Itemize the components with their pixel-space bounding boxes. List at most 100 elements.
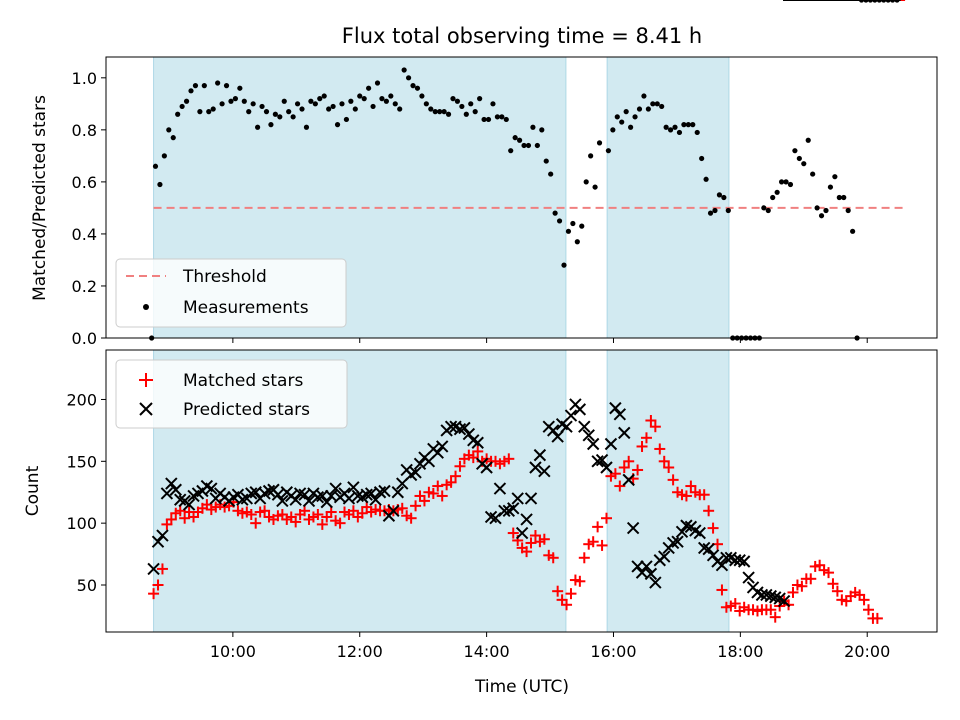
- predicted-stars-point: [613, 408, 627, 421]
- measurement-point: [494, 114, 500, 120]
- measurement-point: [392, 101, 398, 107]
- matched-stars-point: [552, 585, 564, 597]
- predicted-stars-point: [529, 461, 542, 474]
- measurement-point: [428, 106, 434, 112]
- predicted-stars-point: [316, 489, 329, 503]
- legend-threshold-label: Threshold: [182, 267, 267, 287]
- measurement-point: [290, 114, 296, 120]
- measurement-point: [845, 207, 851, 214]
- predicted-stars-point: [706, 549, 720, 562]
- measurement-point: [663, 124, 669, 130]
- measurement-point: [410, 83, 416, 89]
- measurement-point: [321, 93, 327, 99]
- measurement-point: [357, 93, 363, 99]
- count-panel-frame: [105, 349, 938, 633]
- matched-stars-point: [179, 512, 191, 524]
- y-tick-label: 50: [77, 576, 97, 595]
- predicted-stars-point: [409, 466, 422, 479]
- matched-stars-point: [614, 480, 626, 492]
- matched-stars-point: [623, 455, 635, 467]
- predicted-stars-point: [586, 437, 600, 451]
- matched-stars-point: [858, 594, 870, 606]
- measurement-point: [454, 98, 461, 104]
- predicted-stars-point: [649, 576, 662, 589]
- predicted-stars-point: [236, 493, 249, 506]
- measurement-point: [623, 109, 629, 115]
- measurement-point: [192, 83, 199, 89]
- matched-stars-point: [347, 505, 359, 517]
- predicted-stars-point: [378, 484, 391, 498]
- chart-title: Flux total observing time = 8.41 h: [342, 24, 702, 48]
- matched-stars-point: [831, 585, 843, 597]
- matched-stars-point: [680, 490, 692, 502]
- predicted-stars-point: [480, 461, 493, 474]
- measurement-point: [801, 161, 807, 167]
- predicted-stars-point: [147, 562, 160, 576]
- measurement-point: [330, 103, 336, 110]
- measurement-point: [459, 103, 465, 110]
- measurement-point: [659, 103, 665, 110]
- matched-stars-point: [716, 584, 728, 596]
- predicted-stars-point: [609, 401, 622, 415]
- measurement-point: [308, 98, 314, 104]
- measurement-point: [228, 98, 234, 104]
- matched-stars-point: [312, 509, 324, 520]
- measurement-point: [259, 103, 265, 110]
- matched-stars-point: [334, 517, 346, 529]
- predicted-stars-point: [582, 429, 595, 442]
- predicted-stars-point: [680, 519, 693, 532]
- measurement-point: [850, 228, 856, 234]
- matched-stars-point: [862, 604, 874, 616]
- measurement-point: [565, 228, 572, 234]
- measurement-point: [521, 142, 527, 149]
- measurement-point: [654, 101, 660, 107]
- measurement-point: [596, 140, 603, 146]
- matched-stars-point: [290, 516, 302, 528]
- measurement-point: [352, 106, 358, 112]
- predicted-stars-point: [693, 526, 706, 540]
- measurement-point: [441, 109, 447, 115]
- measurement-point: [183, 98, 190, 104]
- measurement-point: [339, 101, 345, 107]
- measurement-point: [281, 98, 287, 104]
- measurement-point: [246, 109, 252, 115]
- measurement-point: [468, 101, 474, 107]
- predicted-stars-point: [671, 535, 684, 548]
- measurement-point: [641, 93, 647, 99]
- measurement-point: [681, 122, 687, 128]
- predicted-stars-point: [453, 422, 467, 436]
- measurement-point: [712, 207, 718, 214]
- predicted-stars-point: [302, 494, 316, 508]
- matched-stars-point: [596, 539, 608, 551]
- measurement-point: [588, 153, 594, 159]
- matched-stars-point: [503, 453, 515, 465]
- measurement-point: [485, 116, 492, 123]
- measurement-point: [401, 67, 407, 73]
- measurement-point: [605, 148, 612, 154]
- predicted-stars-point: [533, 448, 547, 462]
- predicted-stars-point: [271, 488, 285, 501]
- predicted-stars-point: [151, 535, 165, 548]
- measurement-point: [676, 129, 683, 136]
- measurement-point: [530, 124, 536, 130]
- matched-stars-point: [529, 530, 541, 542]
- matched-stars-point: [259, 505, 271, 517]
- measurement-point: [814, 205, 820, 211]
- count-legend-box: [115, 359, 348, 429]
- matched-stars-point: [601, 512, 613, 524]
- observing-window-2: [606, 56, 730, 339]
- y-axis-ticks: 50 100 150 200: [66, 390, 106, 595]
- predicted-stars-point: [498, 504, 511, 517]
- predicted-stars-point: [658, 550, 671, 563]
- predicted-stars-point: [520, 513, 533, 526]
- measurement-point: [721, 194, 727, 201]
- measurement-point: [286, 109, 292, 115]
- measurement-point: [437, 109, 443, 115]
- measurement-point: [508, 148, 514, 154]
- measurement-point: [628, 124, 634, 130]
- measurement-point: [490, 101, 496, 107]
- measurement-point: [223, 83, 230, 89]
- matched-stars-point: [454, 460, 466, 472]
- matched-stars-point: [538, 533, 550, 545]
- predicted-stars-point: [591, 455, 604, 468]
